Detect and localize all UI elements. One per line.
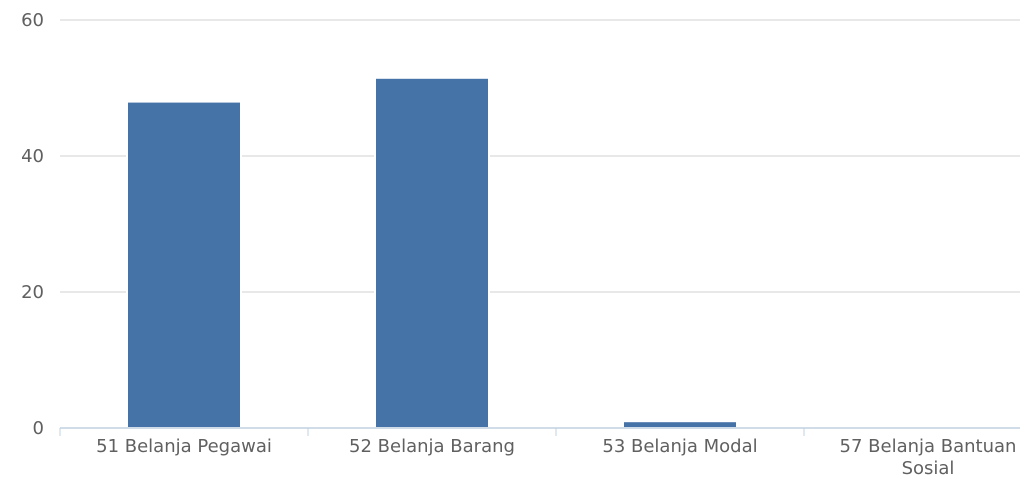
x-tick-label: 57 Belanja Bantuan Sosial (840, 436, 1017, 479)
bar[interactable] (126, 100, 242, 429)
y-tick-label: 20 (21, 282, 44, 303)
bars (126, 76, 738, 430)
y-axis-tick-labels: 0 20 40 60 (21, 10, 44, 439)
x-tick-label: 52 Belanja Barang (349, 436, 515, 457)
x-tick-label: 51 Belanja Pegawai (96, 436, 272, 457)
x-axis-tick-labels: 51 Belanja Pegawai 52 Belanja Barang 53 Be… (96, 436, 1016, 479)
x-axis (59, 427, 1020, 436)
x-tick-label: 53 Belanja Modal (602, 436, 757, 457)
y-tick-label: 40 (21, 146, 44, 167)
y-tick-label: 60 (21, 10, 44, 31)
bar[interactable] (374, 76, 490, 430)
y-tick-label: 0 (33, 418, 44, 439)
bar[interactable] (622, 420, 738, 430)
